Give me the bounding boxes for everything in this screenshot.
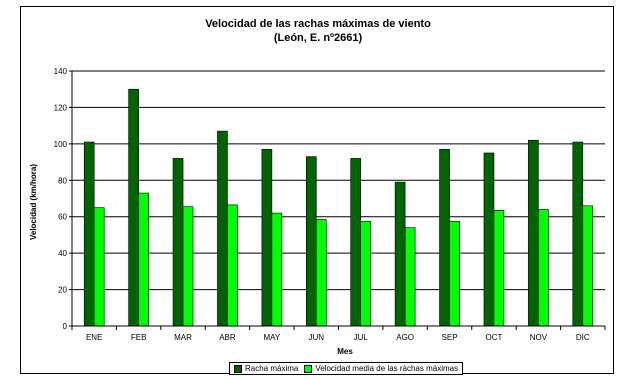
- legend-label-media: Velocidad media de las ráchas máximas: [315, 364, 459, 373]
- bar-media-sep: [449, 220, 460, 327]
- grid-lines: [72, 70, 605, 291]
- y-tick-label: 20: [58, 286, 67, 295]
- bar-racha-dic: [572, 141, 584, 327]
- bar-media-may: [271, 212, 283, 327]
- axes: [69, 70, 606, 330]
- bar-racha-may: [261, 149, 273, 327]
- y-tick-label: 100: [54, 140, 68, 149]
- y-axis-label: Velocidad (km/hora): [29, 164, 38, 240]
- bar-media-oct: [493, 210, 505, 327]
- bar-racha-jul: [350, 158, 362, 327]
- legend-swatch-racha: [234, 364, 242, 373]
- x-tick-label-ene: ENE: [86, 333, 102, 342]
- x-tick-label-mar: MAR: [174, 333, 192, 342]
- bar-racha-mar: [172, 158, 184, 327]
- x-tick-label-dic: DIC: [576, 333, 590, 342]
- x-tick-labels: ENE FEB MAR ABR MAY JUN JUL AGO SEP OCT NOV DIC: [86, 333, 590, 342]
- bar-racha-jun: [305, 156, 317, 327]
- bar-racha-abr: [217, 130, 228, 327]
- y-tick-label: 120: [54, 103, 68, 112]
- y-tick-label: 60: [58, 213, 67, 222]
- x-tick-label-jun: JUN: [309, 333, 325, 342]
- x-tick-label-sep: SEP: [442, 333, 458, 342]
- bar-racha-sep: [439, 149, 450, 327]
- chart-title: Velocidad de las rachas máximas de vient…: [205, 18, 431, 30]
- x-tick-label-nov: NOV: [530, 333, 548, 342]
- bar-racha-ene: [83, 141, 95, 327]
- y-tick-label: 140: [54, 67, 68, 76]
- x-tick-label-jul: JUL: [354, 333, 369, 342]
- y-tick-label: 40: [58, 249, 67, 258]
- bar-media-jun: [315, 219, 327, 327]
- bar-media-dic: [582, 205, 594, 327]
- legend-swatch-media: [304, 364, 313, 373]
- bar-racha-ago: [394, 181, 406, 327]
- bar-media-feb: [138, 192, 149, 327]
- bar-racha-feb: [128, 88, 139, 327]
- x-tick-label-abr: ABR: [219, 333, 236, 342]
- legend-item-media: Velocidad media de las ráchas máximas: [304, 364, 458, 373]
- bar-racha-nov: [528, 139, 539, 327]
- bar-racha-oct: [483, 152, 495, 327]
- x-axis-label: Mes: [337, 347, 353, 356]
- y-tick-label: 80: [58, 176, 67, 185]
- chart-subtitle: (León, E. nº2661): [273, 32, 363, 44]
- legend-item-racha: Racha máxima: [234, 364, 298, 373]
- bar-media-mar: [182, 206, 194, 327]
- bar-media-nov: [538, 209, 549, 327]
- x-tick-label-may: MAY: [264, 333, 281, 342]
- bars: [83, 88, 594, 327]
- x-tick-label-oct: OCT: [486, 333, 503, 342]
- legend: Racha máxima Velocidad media de las rách…: [229, 362, 464, 375]
- x-tick-label-feb: FEB: [131, 333, 147, 342]
- chart-frame: Velocidad de las rachas máximas de vient…: [20, 6, 614, 375]
- bar-media-jul: [360, 220, 372, 327]
- bar-media-ago: [404, 227, 416, 327]
- bar-media-abr: [227, 204, 238, 327]
- bar-chart: 0 20 40 60 80 100 120 140 ENE FEB MAR ABR MAY JUN JUL…: [29, 67, 606, 356]
- x-tick-label-ago: AGO: [396, 333, 414, 342]
- y-tick-labels: 0 20 40 60 80 100 120 140: [54, 67, 68, 331]
- bar-media-ene: [93, 207, 105, 327]
- legend-label-racha: Racha máxima: [245, 364, 299, 373]
- y-tick-label: 0: [63, 322, 68, 331]
